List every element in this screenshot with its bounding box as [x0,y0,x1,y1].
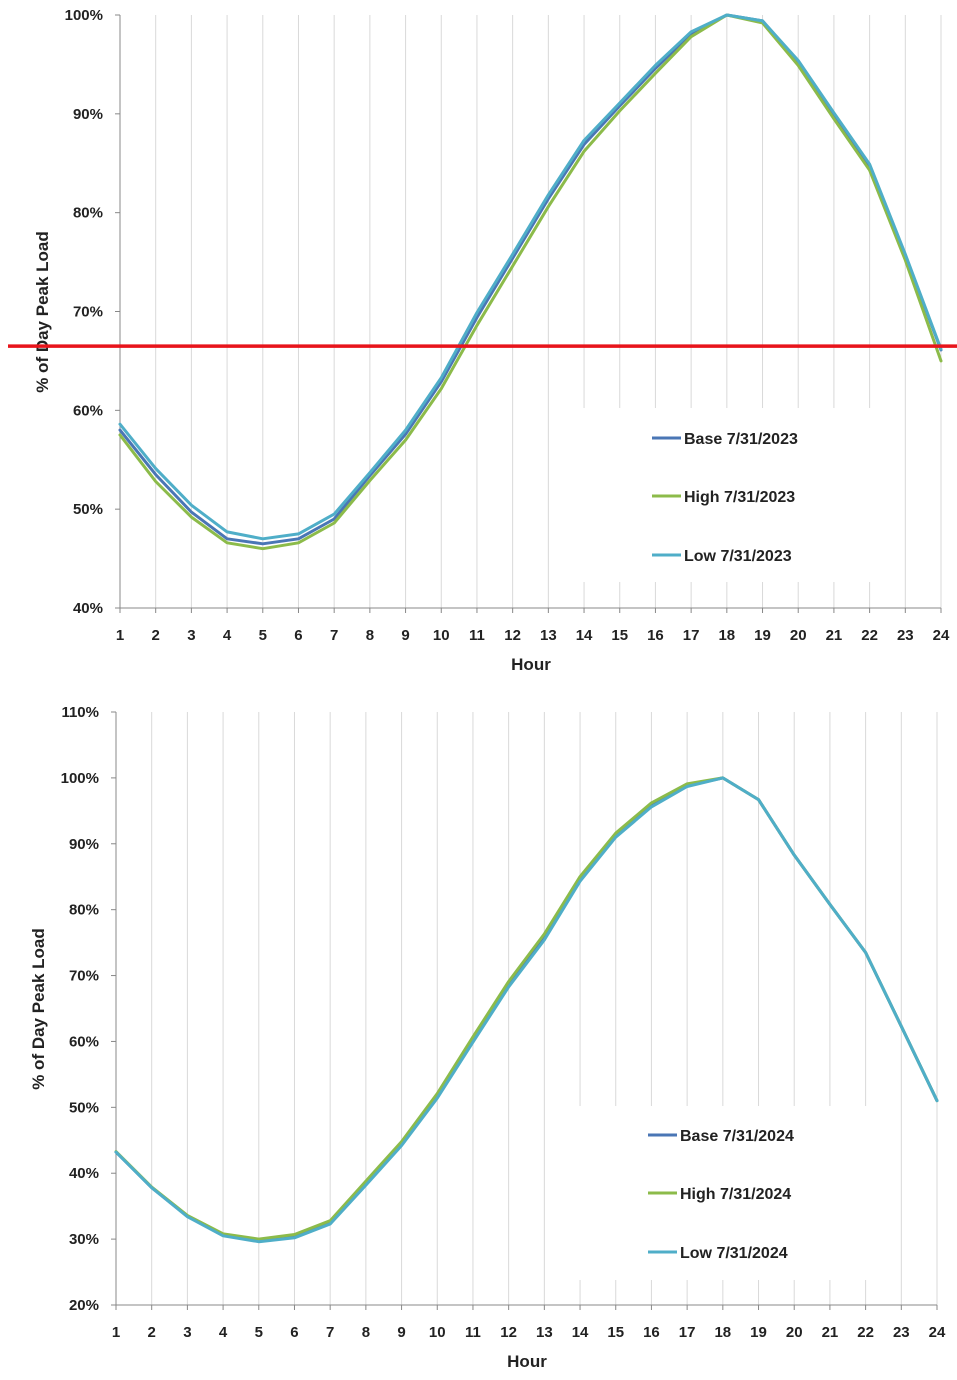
x-tick-label: 15 [607,1324,624,1341]
y-tick-label: 80% [73,205,103,222]
x-tick-label: 8 [362,1324,370,1341]
x-tick-label: 19 [754,627,771,644]
y-axis-title: % of Day Peak Load [29,928,48,1090]
x-tick-label: 13 [536,1324,553,1341]
x-tick-label: 5 [259,627,267,644]
x-tick-label: 11 [469,627,485,644]
x-tick-label: 13 [540,627,557,644]
legend-label: Base 7/31/2024 [680,1128,794,1145]
x-axis-title: Hour [507,1352,547,1371]
x-tick-label: 1 [112,1324,120,1341]
x-tick-label: 24 [929,1324,946,1341]
x-tick-label: 22 [857,1324,874,1341]
x-tick-label: 11 [465,1324,481,1341]
x-tick-label: 12 [504,627,521,644]
legend-box [575,1106,882,1280]
x-tick-label: 5 [255,1324,263,1341]
x-tick-label: 16 [647,627,664,644]
x-tick-label: 14 [576,627,593,644]
x-tick-label: 2 [152,627,160,644]
legend-box [580,408,887,582]
x-tick-label: 10 [429,1324,446,1341]
x-tick-label: 17 [679,1324,696,1341]
x-tick-label: 6 [290,1324,298,1341]
x-tick-label: 6 [294,627,302,644]
x-tick-label: 10 [433,627,450,644]
x-tick-label: 23 [893,1324,910,1341]
legend-label: Base 7/31/2023 [684,431,798,448]
x-tick-label: 18 [718,627,735,644]
chart-top: 40%50%60%70%80%90%100%1 2 3 4 5 6 7 8 9 10 11 12 13 1… [8,7,957,674]
x-tick-label: 22 [861,627,878,644]
x-tick-label: 19 [750,1324,767,1341]
x-tick-label: 18 [714,1324,731,1341]
y-tick-label: 80% [69,902,99,919]
y-tick-label: 60% [73,402,103,419]
y-tick-label: 100% [61,770,99,787]
legend-label: High 7/31/2024 [680,1186,791,1203]
x-tick-label: 21 [822,1324,839,1341]
x-tick-label: 24 [933,627,950,644]
x-tick-label: 9 [397,1324,405,1341]
y-tick-label: 20% [69,1297,99,1314]
legend-label: Low 7/31/2024 [680,1245,788,1262]
series-line-low [114,776,939,1244]
x-tick-label: 20 [790,627,807,644]
x-tick-label: 14 [572,1324,589,1341]
x-tick-label: 4 [219,1324,228,1341]
x-tick-label: 3 [187,627,195,644]
y-tick-label: 50% [69,1099,99,1116]
series-line-low [118,13,943,541]
x-tick-label: 8 [366,627,374,644]
y-tick-label: 60% [69,1033,99,1050]
series-line-high [118,13,943,551]
chart-bottom: 20%30%40%50%60%70%80%90%100%110%1 2 3 4 5 6 7 8… [29,704,946,1371]
x-tick-label: 17 [683,627,700,644]
x-tick-label: 16 [643,1324,660,1341]
x-tick-label: 12 [500,1324,517,1341]
x-tick-label: 1 [116,627,124,644]
legend-label: Low 7/31/2023 [684,548,792,565]
y-tick-label: 50% [73,501,103,518]
y-tick-label: 70% [69,968,99,985]
x-tick-label: 7 [330,627,338,644]
y-tick-label: 110% [61,704,99,721]
x-tick-label: 23 [897,627,914,644]
y-tick-label: 100% [65,7,103,24]
x-tick-label: 3 [183,1324,191,1341]
x-tick-label: 7 [326,1324,334,1341]
y-tick-label: 90% [69,836,99,853]
x-axis-title: Hour [511,655,551,674]
y-tick-label: 40% [73,600,103,617]
x-tick-label: 15 [611,627,628,644]
y-tick-label: 30% [69,1231,99,1248]
x-tick-label: 9 [401,627,409,644]
x-tick-label: 2 [148,1324,156,1341]
y-axis-title: % of Day Peak Load [33,231,52,393]
y-tick-label: 90% [73,106,103,123]
legend-label: High 7/31/2023 [684,489,795,506]
y-tick-label: 40% [69,1165,99,1182]
x-tick-label: 21 [826,627,843,644]
x-tick-label: 4 [223,627,232,644]
y-tick-label: 70% [73,304,103,321]
x-tick-label: 20 [786,1324,803,1341]
